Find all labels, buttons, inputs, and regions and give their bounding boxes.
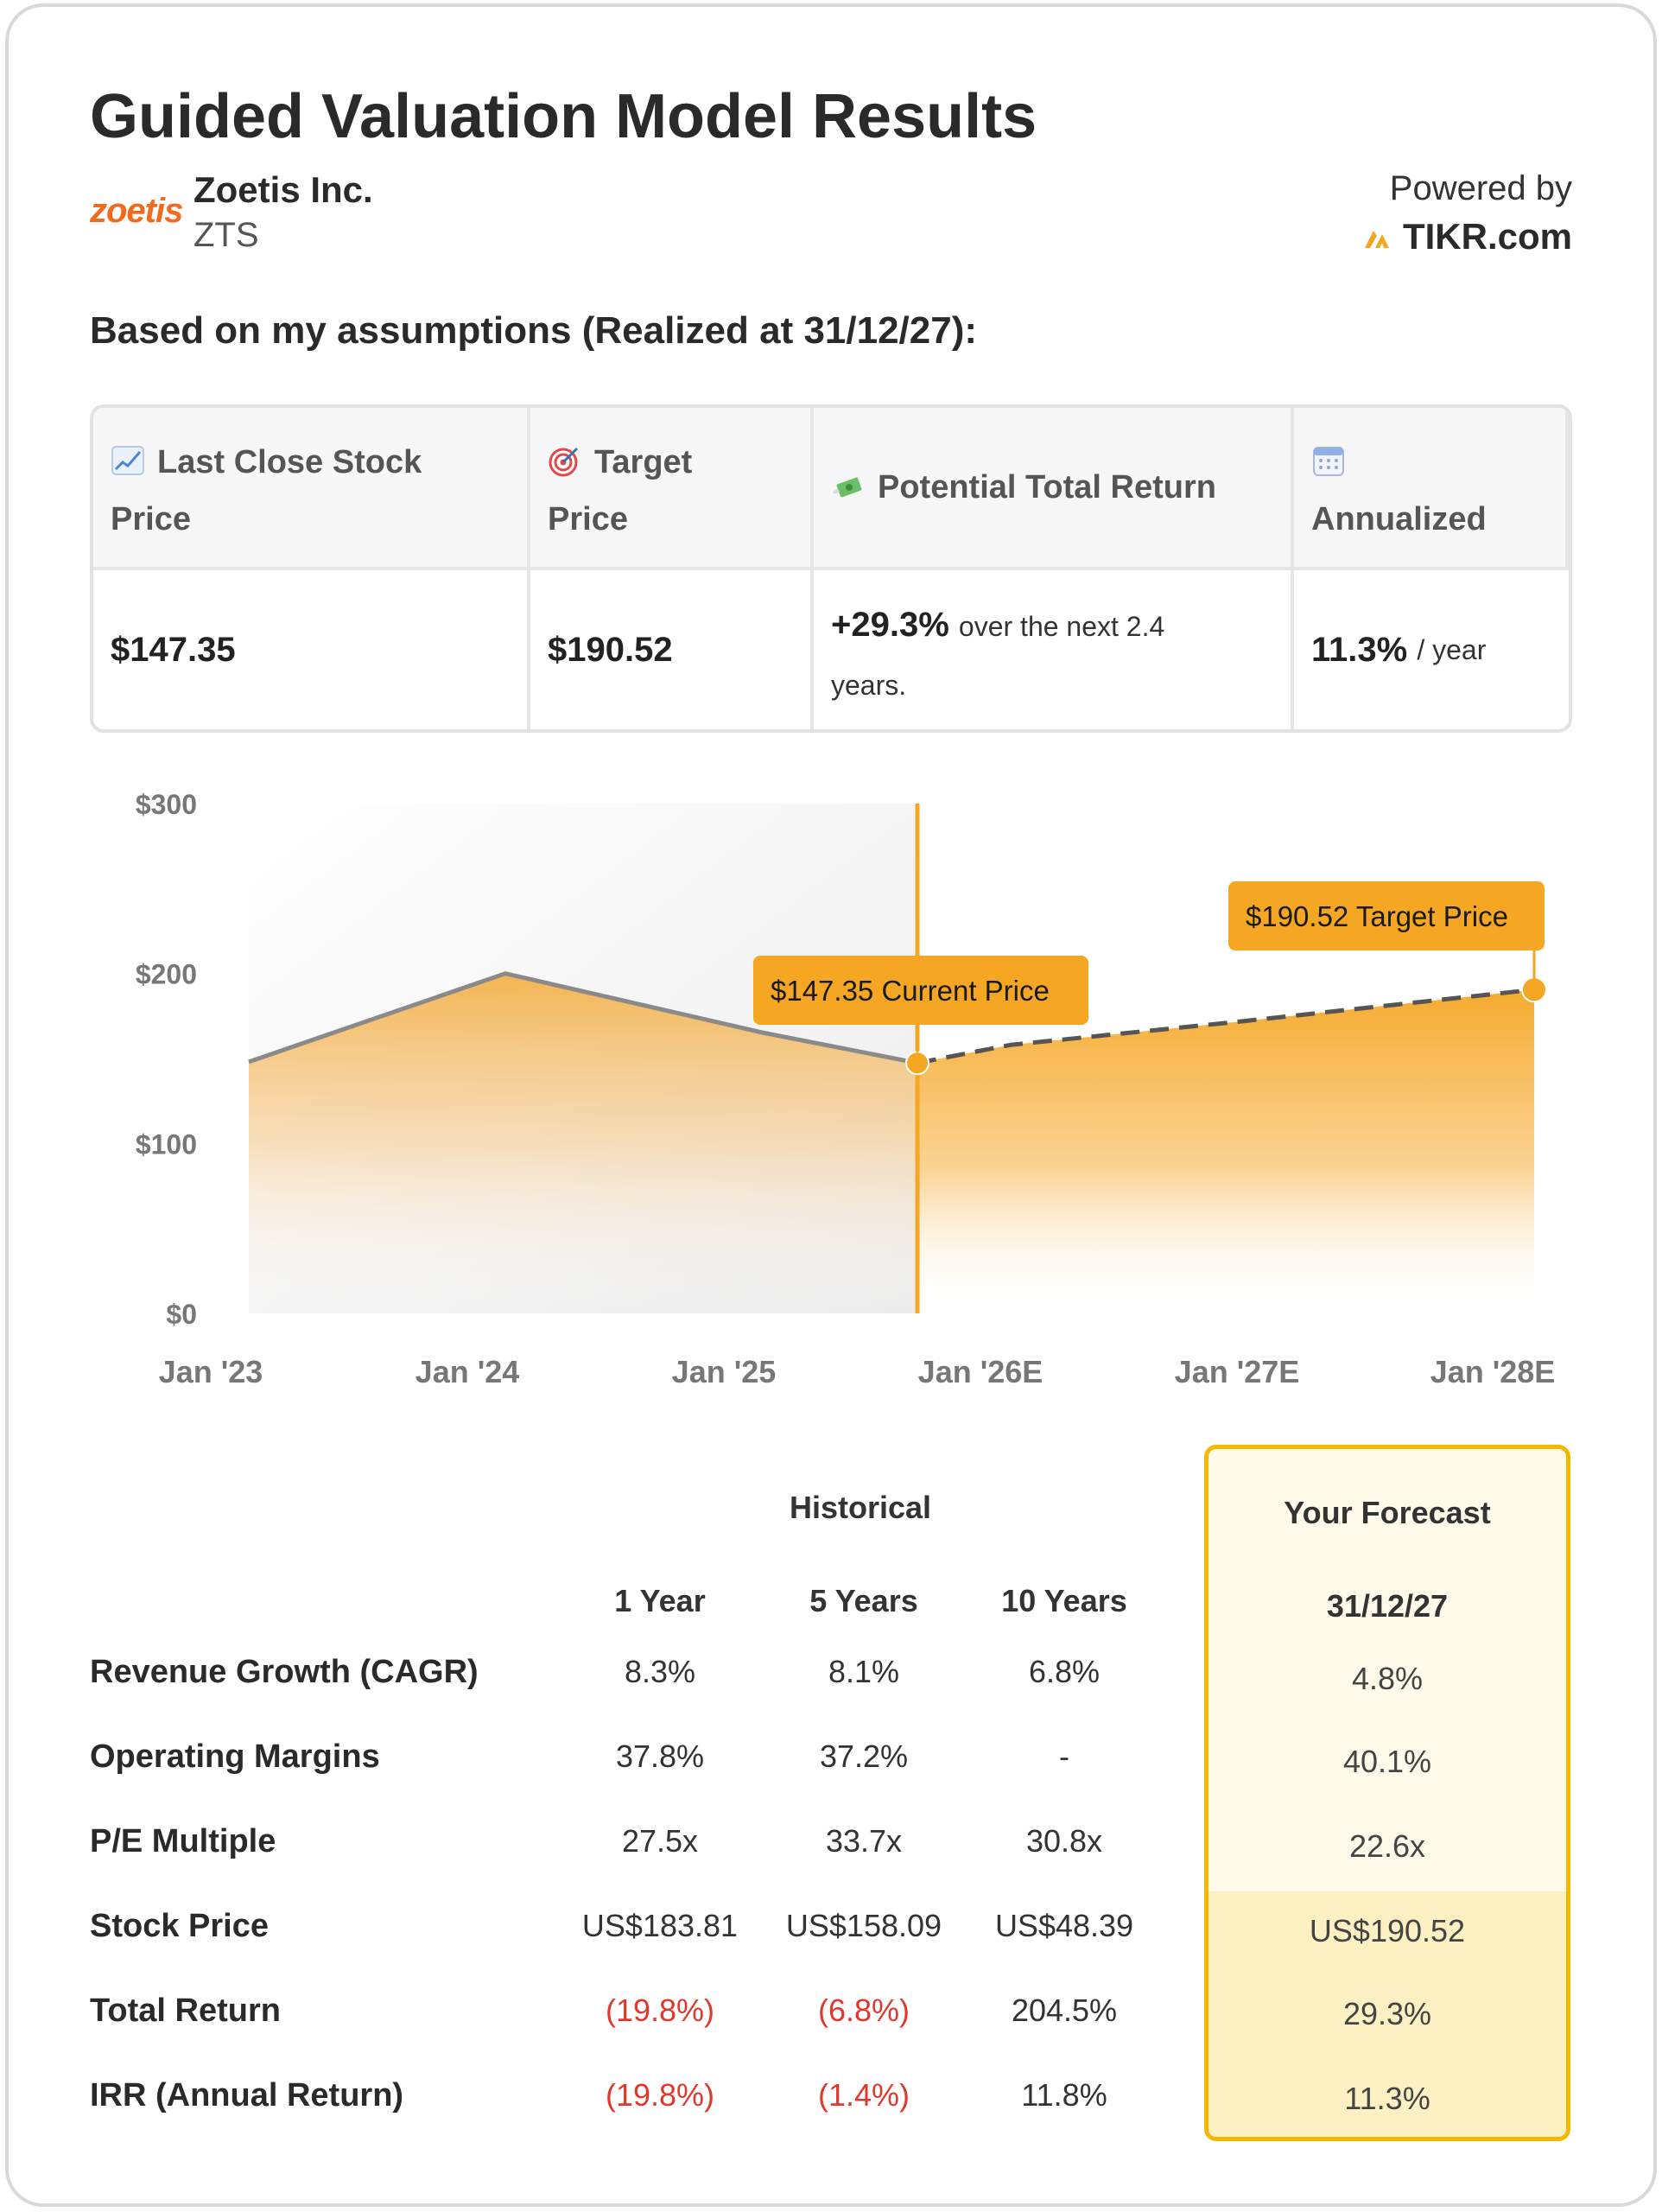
powered-by-label: Powered by — [1389, 169, 1572, 207]
target-icon — [549, 447, 579, 477]
assumptions-heading: Based on my assumptions (Realized at 31/… — [90, 309, 978, 352]
metric-value: 8.1% — [828, 1654, 900, 1689]
tikr-brand-text: TIKR.com — [1402, 216, 1572, 257]
annualized-unit: / year — [1417, 633, 1487, 665]
historical-header: Historical — [789, 1490, 932, 1525]
metric-value: US$48.39 — [994, 1908, 1134, 1943]
x-tick-label: Jan '26E — [918, 1354, 1044, 1389]
metrics-table: Historical Your Forecast 31/12/27 1 Year 5 Y… — [0, 1434, 1662, 2160]
ticker-symbol: ZTS — [193, 216, 259, 254]
x-tick-label: Jan '25 — [672, 1354, 777, 1389]
tikr-logo-icon — [1364, 231, 1389, 248]
x-tick-label: Jan '24 — [416, 1354, 520, 1389]
forecast-value: 40.1% — [1342, 1744, 1432, 1779]
metric-value: US$158.09 — [785, 1908, 942, 1943]
annualized-header: Annualized — [1294, 408, 1569, 570]
return-period-text-a: over the next 2.4 — [958, 611, 1165, 642]
potential-return-value: +29.3% over the next 2.4 years. — [814, 570, 1294, 729]
calendar-icon — [1313, 447, 1344, 476]
metric-label: Total Return — [90, 1993, 281, 2029]
metric-value: (19.8%) — [605, 1993, 715, 2028]
page-title: Guided Valuation Model Results — [90, 82, 1037, 151]
forecast-results-shade — [1208, 1891, 1566, 2137]
current-price-callout-label: $147.35 Current Price — [771, 975, 1050, 1007]
historical-area — [249, 973, 917, 1313]
return-percent: +29.3% — [831, 606, 949, 644]
historical-line — [248, 971, 918, 1065]
last-close-header: Last Close Stock Price — [93, 408, 530, 570]
forecast-value: 11.3% — [1344, 2081, 1430, 2116]
current-price-callout-box — [753, 956, 1088, 1025]
target-price-value: $190.52 — [530, 570, 814, 729]
metric-label: IRR (Annual Return) — [90, 2077, 404, 2113]
last-close-value: $147.35 — [93, 570, 530, 729]
target-price-header: Target Price — [530, 408, 814, 570]
forecast-date: 31/12/27 — [1326, 1588, 1449, 1624]
metric-value: 37.2% — [819, 1738, 909, 1774]
annualized-value: 11.3% / year — [1294, 570, 1569, 729]
forecast-header: Your Forecast — [1284, 1495, 1491, 1530]
price-chart: $0 $100 $200 $300 Jan '23 Jan '24 Jan '25 Jan … — [136, 789, 1556, 1389]
metric-value: 37.8% — [615, 1738, 705, 1774]
y-tick-label: $100 — [136, 1128, 197, 1160]
target-price-callout-label: $190.52 Target Price — [1246, 900, 1508, 932]
metric-value: (19.8%) — [605, 2077, 715, 2113]
forecast-value: 29.3% — [1342, 1996, 1432, 2031]
metric-value: 30.8x — [1025, 1823, 1103, 1859]
metric-label: P/E Multiple — [90, 1823, 276, 1859]
chart-increasing-icon — [111, 446, 144, 475]
forecast-line — [917, 987, 1535, 1065]
y-tick-label: $200 — [136, 959, 197, 990]
potential-return-header: Potential Total Return — [814, 408, 1294, 570]
y-tick-label: $300 — [136, 789, 197, 820]
period-header-2: 10 Years — [1001, 1583, 1127, 1618]
forecast-value: US$190.52 — [1309, 1913, 1466, 1948]
forecast-value: 22.6x — [1348, 1828, 1426, 1864]
metric-value: 11.8% — [1021, 2077, 1107, 2113]
x-tick-label: Jan '27E — [1175, 1354, 1300, 1389]
company-logo: zoetis — [90, 192, 183, 230]
summary-table: Last Close Stock Price Target Price Pote… — [90, 404, 1572, 733]
metric-value: (1.4%) — [817, 2077, 910, 2113]
period-header-1: 5 Years — [809, 1583, 918, 1618]
metric-label: Stock Price — [90, 1908, 269, 1944]
annualized-percent: 11.3% — [1311, 630, 1408, 669]
money-wings-icon — [833, 477, 862, 498]
company-name: Zoetis Inc. — [193, 169, 373, 210]
metric-value: 33.7x — [825, 1823, 903, 1859]
y-tick-label: $0 — [166, 1299, 197, 1330]
x-tick-label: Jan '23 — [159, 1354, 263, 1389]
forecast-panel — [1204, 1445, 1570, 2141]
period-header-0: 1 Year — [614, 1583, 706, 1618]
metric-value: 8.3% — [624, 1654, 696, 1689]
tikr-brand[interactable]: TIKR.com — [1363, 216, 1572, 257]
metric-value: 27.5x — [621, 1823, 699, 1859]
metric-value: US$183.81 — [581, 1908, 739, 1943]
target-price-point — [1521, 976, 1547, 1003]
return-period-text-b: years. — [831, 670, 907, 701]
metric-label: Revenue Growth (CAGR) — [90, 1654, 479, 1690]
metric-value: 204.5% — [1011, 1993, 1118, 2028]
target-price-callout-box — [1228, 881, 1545, 950]
metric-value: - — [1059, 1738, 1069, 1774]
x-tick-label: Jan '28E — [1430, 1354, 1556, 1389]
metric-value: 6.8% — [1028, 1654, 1101, 1689]
metric-label: Operating Margins — [90, 1738, 380, 1775]
forecast-value: 4.8% — [1351, 1661, 1424, 1696]
metric-value: (6.8%) — [817, 1993, 910, 2028]
forecast-area — [917, 989, 1534, 1313]
current-price-point — [905, 1051, 929, 1076]
